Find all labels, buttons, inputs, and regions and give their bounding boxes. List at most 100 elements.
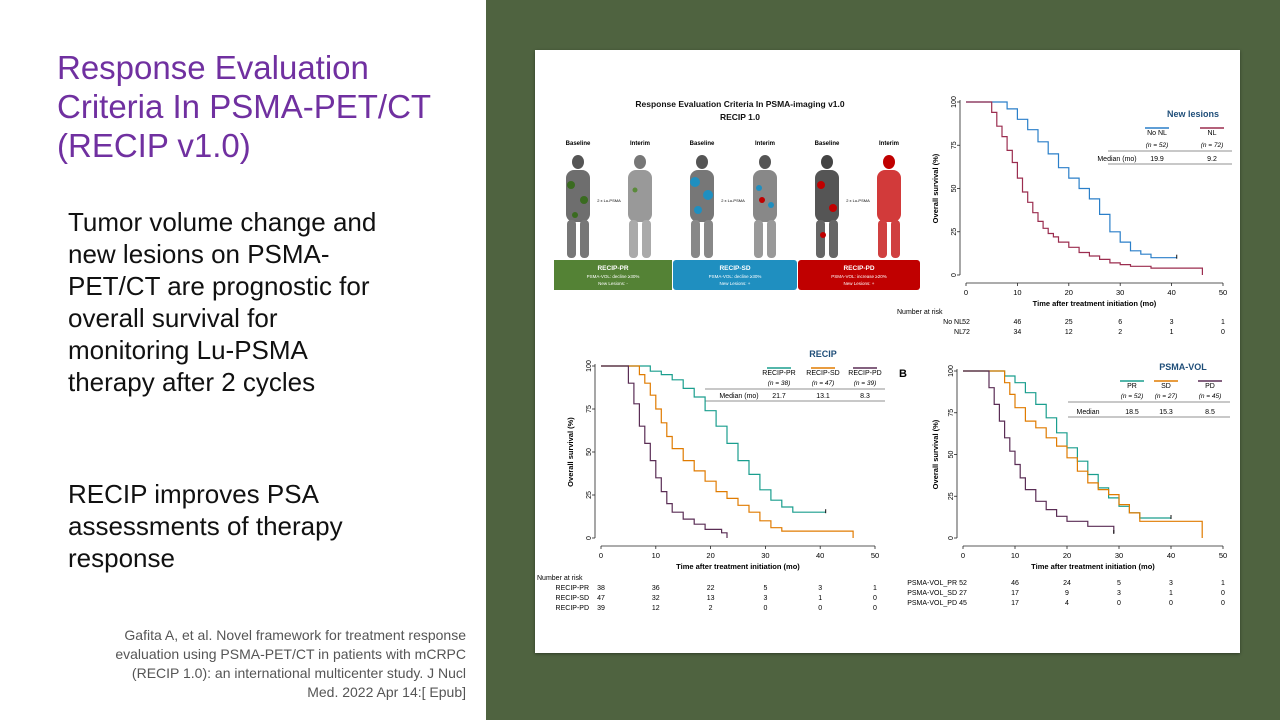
y-tick-label: 75 <box>948 409 955 417</box>
risk-value: 0 <box>873 595 877 602</box>
category-name: RECIP-PR <box>597 265 628 272</box>
legend-label: SD <box>1161 383 1171 390</box>
scan-pd-interim <box>877 155 901 258</box>
schematic-header: Response Evaluation Criteria In PSMA-ima… <box>635 99 845 109</box>
risk-value: 0 <box>1221 600 1225 607</box>
text-column: Response Evaluation Criteria In PSMA-PET… <box>0 0 486 720</box>
y-tick-label: 100 <box>948 365 955 377</box>
median-label: Median (mo) <box>719 393 758 400</box>
risk-row-label: NL <box>954 329 963 336</box>
body-paragraph-2: RECIP improves PSA assessments of therap… <box>68 478 478 574</box>
risk-value: 12 <box>652 605 660 612</box>
y-tick-label: 25 <box>951 228 958 236</box>
risk-value: 12 <box>1065 329 1073 336</box>
risk-value: 3 <box>1170 319 1174 326</box>
risk-value: 3 <box>1117 590 1121 597</box>
median-value: 8.3 <box>860 393 870 400</box>
figure-svg: Response Evaluation Criteria In PSMA-ima… <box>537 96 1232 612</box>
category-line: New Lesions: + <box>720 281 751 286</box>
x-tick-label: 0 <box>964 288 968 297</box>
y-tick-label: 75 <box>586 405 593 413</box>
x-tick-label: 20 <box>1065 288 1073 297</box>
risk-value: 1 <box>1221 319 1225 326</box>
body-line: response <box>68 543 175 573</box>
therapy-label: 2 x Lu-PSMA <box>846 198 870 203</box>
risk-value: 2 <box>709 605 713 612</box>
x-tick-label: 40 <box>816 551 824 560</box>
survival-curve-recip-pr <box>601 365 826 513</box>
legend-label: RECIP-PR <box>762 370 795 377</box>
category-line: PSMA-VOL: increase ≥20% <box>831 274 887 279</box>
scan-sd-interim <box>753 155 777 258</box>
slide-title: Response Evaluation Criteria In PSMA-PET… <box>57 48 477 165</box>
x-tick-label: 10 <box>652 551 660 560</box>
legend-n: (n = 52) <box>1146 142 1169 149</box>
median-value: 13.1 <box>816 393 830 400</box>
legend-label: PD <box>1205 383 1215 390</box>
risk-value: 4 <box>1065 600 1069 607</box>
x-tick-label: 30 <box>761 551 769 560</box>
median-label: Median <box>1077 409 1100 416</box>
risk-value: 52 <box>959 580 967 587</box>
category-line: New Lesions: + <box>844 281 875 286</box>
y-axis-label: Overall survival (%) <box>931 153 940 223</box>
title-line: (RECIP v1.0) <box>57 127 251 164</box>
survival-curve-recip-sd <box>601 365 854 538</box>
title-line: Response Evaluation <box>57 49 369 86</box>
x-tick-label: 30 <box>1115 551 1123 560</box>
category-box-pr <box>554 260 672 290</box>
scan-pd-baseline <box>815 155 839 258</box>
survival-curve-nl <box>966 101 1203 275</box>
risk-value: 1 <box>818 595 822 602</box>
y-tick-label: 100 <box>951 96 958 108</box>
risk-value: 3 <box>763 595 767 602</box>
risk-value: 34 <box>1014 329 1022 336</box>
median-value: 21.7 <box>772 393 786 400</box>
risk-row-label: No NL <box>943 319 963 326</box>
risk-value: 2 <box>1118 329 1122 336</box>
scan-pr-interim <box>628 155 652 258</box>
body-line: new lesions on PSMA- <box>68 239 330 269</box>
citation-line: (RECIP 1.0): an international multicente… <box>131 665 466 681</box>
risk-value: 52 <box>962 319 970 326</box>
x-tick-label: 0 <box>599 551 603 560</box>
risk-value: 6 <box>1118 319 1122 326</box>
legend-label: RECIP-PD <box>848 370 881 377</box>
x-tick-label: 20 <box>1063 551 1071 560</box>
survival-curve-pd <box>963 370 1115 533</box>
legend-label: RECIP-SD <box>806 370 839 377</box>
x-tick-label: 20 <box>706 551 714 560</box>
risk-value: 38 <box>597 585 605 592</box>
figure-panel: Response Evaluation Criteria In PSMA-ima… <box>535 50 1240 653</box>
x-tick-label: 10 <box>1011 551 1019 560</box>
body-line: therapy after 2 cycles <box>68 367 316 397</box>
risk-value: 0 <box>763 605 767 612</box>
legend-n: (n = 52) <box>1121 393 1144 400</box>
risk-value: 32 <box>652 595 660 602</box>
title-line: Criteria In PSMA-PET/CT <box>57 88 432 125</box>
chart-title: RECIP <box>809 349 837 359</box>
risk-value: 46 <box>1014 319 1022 326</box>
citation-line: evaluation using PSMA-PET/CT in patients… <box>115 646 466 662</box>
y-tick-label: 50 <box>951 185 958 193</box>
x-axis-label: Time after treatment initiation (mo) <box>1033 299 1157 308</box>
scan-label: Interim <box>879 141 899 147</box>
y-tick-label: 25 <box>586 491 593 499</box>
risk-row-label: PSMA-VOL_PR <box>907 580 957 587</box>
category-name: RECIP-SD <box>719 265 750 272</box>
category-line: PSMA-VOL: decline ≥30% <box>587 274 640 279</box>
recip-schematic: Response Evaluation Criteria In PSMA-ima… <box>554 99 920 290</box>
risk-value: 1 <box>1169 590 1173 597</box>
median-value: 9.2 <box>1207 156 1217 163</box>
risk-value: 5 <box>763 585 767 592</box>
y-tick-label: 25 <box>948 492 955 500</box>
x-tick-label: 10 <box>1013 288 1021 297</box>
risk-value: 1 <box>873 585 877 592</box>
risk-value: 3 <box>818 585 822 592</box>
risk-table-title: Number at risk <box>537 575 583 582</box>
risk-row-label: RECIP-PD <box>556 605 589 612</box>
citation-line: Med. 2022 Apr 14:[ Epub] <box>307 684 466 700</box>
survival-curve-sd <box>963 370 1203 538</box>
legend-n: (n = 38) <box>768 380 791 387</box>
